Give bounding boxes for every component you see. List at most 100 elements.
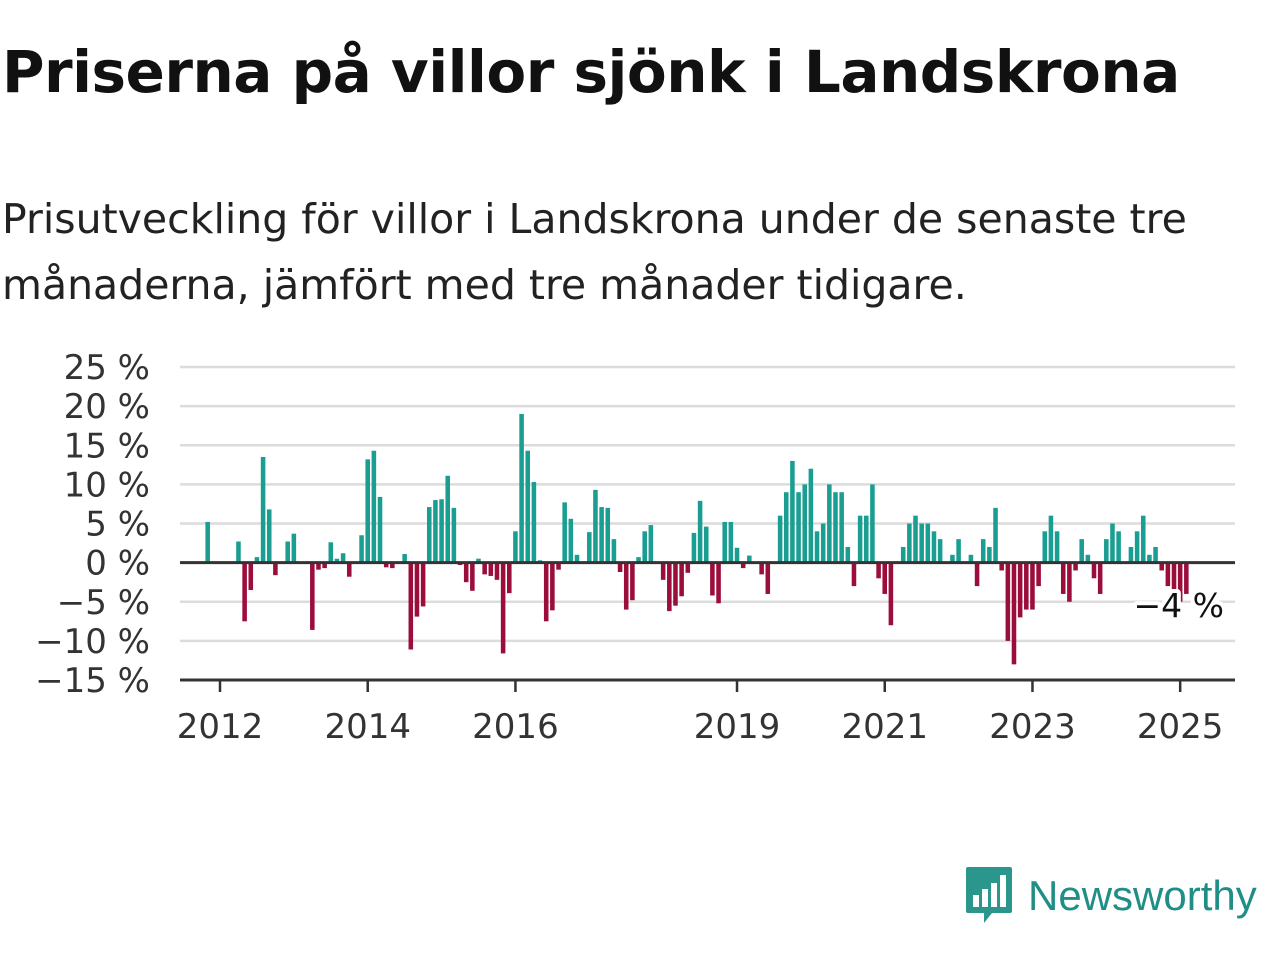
bar	[316, 562, 321, 570]
chart-subtitle: Prisutveckling för villor i Landskrona u…	[2, 195, 1187, 309]
bar	[1079, 539, 1084, 563]
bar	[1036, 562, 1041, 587]
bar	[685, 562, 691, 573]
bar	[1110, 523, 1115, 563]
bar	[993, 507, 998, 563]
y-tick-label: 5 %	[85, 505, 150, 545]
bar	[968, 554, 974, 563]
bar	[888, 562, 894, 626]
bar	[827, 484, 832, 563]
bar	[876, 562, 881, 579]
bar	[346, 562, 352, 577]
bar	[1067, 562, 1072, 602]
brand-name: Newsworthy	[1028, 872, 1257, 919]
bar	[383, 562, 389, 568]
bar	[322, 562, 327, 569]
bar	[593, 489, 598, 563]
x-tick-label: 2023	[989, 707, 1076, 740]
bar	[1165, 562, 1171, 587]
y-tick-label: 0 %	[85, 544, 150, 584]
bar	[463, 562, 469, 583]
bar	[605, 507, 611, 563]
bar	[439, 499, 444, 563]
bar	[445, 475, 451, 563]
bar	[494, 562, 500, 580]
bar	[728, 521, 734, 563]
y-axis-tick-labels: 25 %20 %15 %10 %5 %0 %−5 %−10 %−15 %	[35, 348, 150, 701]
bar	[328, 542, 334, 563]
bar	[882, 562, 888, 594]
bar	[722, 521, 727, 563]
y-tick-label: 25 %	[64, 348, 150, 388]
bar	[667, 562, 672, 612]
bar	[1184, 562, 1189, 594]
bar	[759, 562, 764, 575]
bar	[987, 546, 992, 563]
bar	[433, 500, 438, 563]
bars	[205, 413, 1189, 665]
bar	[414, 562, 420, 617]
bar	[783, 492, 789, 563]
bar	[556, 562, 561, 570]
x-tick-label: 2016	[472, 707, 559, 740]
bar	[1042, 531, 1048, 563]
bar	[833, 492, 838, 563]
last-value-annotation: −4 %	[1130, 582, 1229, 629]
bar	[999, 562, 1004, 571]
bar	[925, 523, 931, 563]
bar	[248, 562, 254, 591]
bar	[1159, 562, 1164, 571]
bar	[568, 518, 574, 563]
bar	[260, 456, 266, 563]
bar	[673, 562, 678, 606]
y-tick-label: 20 %	[64, 387, 150, 427]
bar	[1011, 562, 1017, 665]
x-tick-label: 2025	[1137, 707, 1224, 740]
bar	[377, 496, 383, 563]
bar	[1140, 515, 1146, 563]
bar	[254, 557, 260, 563]
bar	[660, 562, 666, 580]
bar	[820, 523, 826, 563]
bar	[1116, 531, 1121, 563]
bar	[937, 539, 943, 563]
bar	[1073, 562, 1078, 571]
bar	[470, 562, 475, 591]
bar	[870, 484, 875, 563]
chart-title: Priserna på villor sjönk i Landskrona	[2, 38, 1180, 106]
bar	[599, 507, 604, 563]
bar	[507, 562, 512, 594]
bar	[1048, 515, 1054, 563]
bar	[950, 554, 955, 563]
bar	[402, 554, 407, 563]
bar	[814, 531, 820, 563]
bar	[900, 546, 906, 563]
bar	[1097, 562, 1103, 594]
bar	[703, 526, 709, 563]
bar	[617, 562, 623, 573]
bar	[974, 562, 980, 587]
bar-chart-speech-bubble-icon	[966, 867, 1012, 923]
bar	[790, 460, 795, 563]
annotation-label: −4 %	[1134, 586, 1225, 625]
bar	[525, 450, 531, 563]
bar	[365, 459, 370, 563]
bar	[630, 562, 635, 601]
bar	[562, 502, 567, 563]
bar	[1091, 562, 1097, 579]
bar	[371, 450, 377, 563]
bar	[359, 535, 364, 563]
bar	[513, 531, 518, 563]
bar	[913, 515, 918, 563]
bar	[550, 562, 555, 611]
bar	[839, 492, 844, 563]
bar	[734, 547, 740, 563]
bar	[1153, 546, 1158, 563]
bar	[777, 515, 783, 563]
axes	[180, 561, 1235, 682]
bar	[574, 554, 580, 563]
bar	[919, 523, 924, 563]
bar	[1177, 562, 1183, 602]
bar	[476, 558, 481, 563]
bar	[543, 562, 549, 622]
